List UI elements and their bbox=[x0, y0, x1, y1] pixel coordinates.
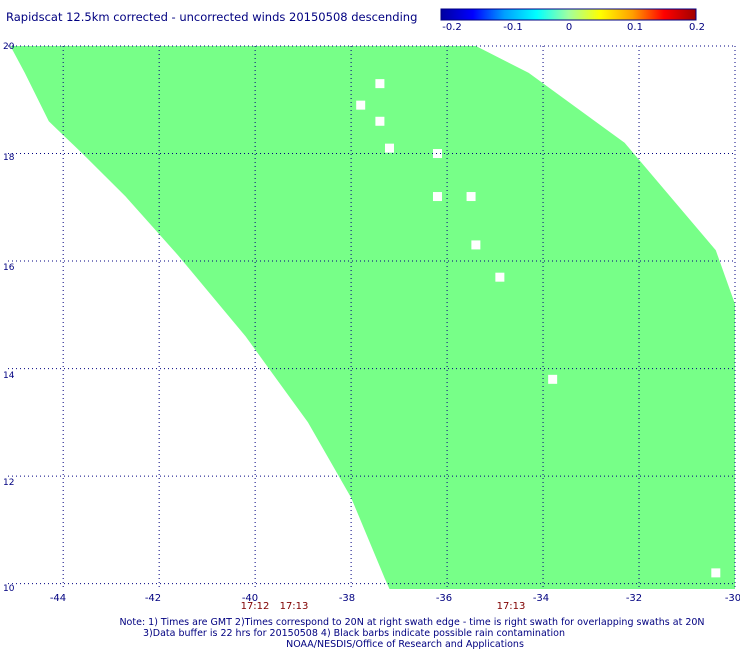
lon-label: -40 bbox=[242, 593, 258, 604]
lon-label: -36 bbox=[436, 593, 452, 604]
colorbar-tick-label: -0.1 bbox=[503, 22, 523, 33]
lon-label: -44 bbox=[50, 593, 66, 604]
lon-label: -38 bbox=[339, 593, 355, 604]
footer-note-line1: Note: 1) Times are GMT 2)Times correspon… bbox=[119, 617, 704, 628]
footer: Note: 1) Times are GMT 2)Times correspon… bbox=[119, 617, 704, 650]
lat-label: 16 bbox=[3, 263, 15, 273]
data-gap bbox=[375, 116, 385, 126]
data-gap bbox=[432, 192, 442, 202]
lon-label: -32 bbox=[626, 593, 642, 604]
colorbar-tick-labels: -0.2 -0.1 0 0.1 0.2 bbox=[442, 22, 705, 33]
lat-label: 14 bbox=[3, 371, 15, 381]
lon-label: -42 bbox=[145, 593, 161, 604]
map-area bbox=[8, 45, 736, 589]
colorbar bbox=[440, 8, 697, 21]
graticule bbox=[8, 45, 736, 589]
lon-label: -34 bbox=[533, 593, 549, 604]
swath-time: 17:13 bbox=[497, 601, 526, 612]
colorbar-tick-label: -0.2 bbox=[442, 22, 462, 33]
map-title: Rapidscat 12.5km corrected - uncorrected… bbox=[6, 10, 417, 24]
colorbar-tick-label: 0.1 bbox=[627, 22, 643, 33]
data-gap bbox=[466, 192, 476, 202]
lat-label: 20 bbox=[3, 42, 15, 52]
data-gap bbox=[432, 149, 442, 159]
lat-label: 18 bbox=[3, 153, 15, 163]
swath-layer bbox=[10, 46, 735, 589]
swath-times: 17:12 17:13 17:13 bbox=[241, 601, 526, 612]
data-gap bbox=[471, 240, 481, 250]
data-gap bbox=[375, 79, 385, 89]
latitude-labels: 20 18 16 14 12 10 bbox=[3, 42, 15, 594]
swath-time: 17:12 bbox=[241, 601, 270, 612]
footer-note-line2: 3)Data buffer is 22 hrs for 20150508 4) … bbox=[143, 628, 565, 639]
data-gap bbox=[548, 374, 558, 384]
footer-credit: NOAA/NESDIS/Office of Research and Appli… bbox=[286, 639, 524, 650]
data-gap bbox=[384, 143, 394, 153]
swath-time: 17:13 bbox=[280, 601, 309, 612]
lat-label: 12 bbox=[3, 478, 14, 488]
colorbar-tick-label: 0 bbox=[566, 22, 572, 33]
data-gap bbox=[356, 100, 366, 110]
colorbar-tick-label: 0.2 bbox=[689, 22, 705, 33]
data-gap bbox=[495, 272, 505, 282]
data-gap bbox=[711, 568, 721, 578]
data-gap-layer bbox=[356, 79, 721, 578]
colorbar-gradient-rect bbox=[440, 8, 697, 21]
wind-swath bbox=[10, 46, 735, 589]
lon-label: -30 bbox=[725, 593, 740, 604]
longitude-labels: -44 -42 -40 -38 -36 -34 -32 -30 bbox=[50, 593, 740, 604]
lat-label: 10 bbox=[3, 584, 15, 594]
